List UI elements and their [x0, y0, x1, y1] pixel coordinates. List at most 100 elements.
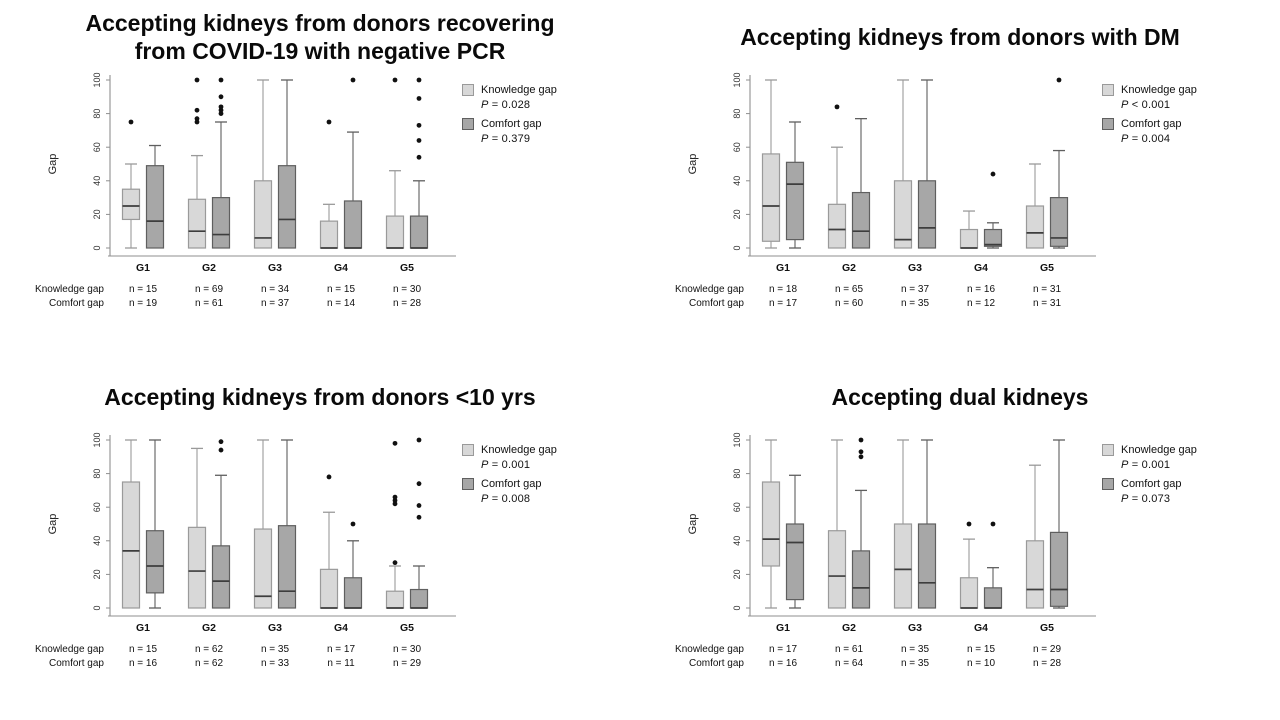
- svg-text:n = 29: n = 29: [393, 658, 422, 669]
- comfort-box-G2: [851, 117, 871, 249]
- svg-text:40: 40: [732, 176, 742, 186]
- svg-text:n = 16: n = 16: [967, 284, 996, 295]
- svg-text:Comfort gap: Comfort gap: [49, 658, 104, 669]
- svg-text:n = 17: n = 17: [327, 644, 356, 655]
- svg-text:G4: G4: [334, 262, 348, 274]
- svg-text:n = 11: n = 11: [327, 658, 355, 669]
- svg-text:n = 14: n = 14: [327, 298, 356, 309]
- knowledge-box-G3: [893, 79, 913, 249]
- svg-text:Gap: Gap: [687, 514, 699, 535]
- comfort-box-G3: [277, 79, 297, 249]
- svg-text:100: 100: [732, 432, 742, 447]
- svg-text:n = 62: n = 62: [195, 658, 224, 669]
- svg-text:n = 10: n = 10: [967, 658, 996, 669]
- svg-text:n = 35: n = 35: [901, 298, 930, 309]
- comfort-gap-swatch: [462, 118, 474, 130]
- svg-text:Comfort gap: Comfort gap: [689, 298, 744, 309]
- legend-item-knowledge: Knowledge gap: [1102, 444, 1252, 456]
- svg-text:n = 34: n = 34: [261, 284, 290, 295]
- svg-text:20: 20: [92, 209, 102, 219]
- chart-legend: Knowledge gap P = 0.001 Comfort gap P = …: [462, 444, 612, 512]
- svg-text:n = 15: n = 15: [327, 284, 356, 295]
- svg-text:100: 100: [732, 72, 742, 87]
- knowledge-box-G2: [187, 447, 207, 609]
- knowledge-box-G3: [253, 439, 273, 609]
- svg-text:n = 16: n = 16: [769, 658, 798, 669]
- svg-text:G3: G3: [268, 622, 282, 634]
- legend-item-comfort: Comfort gap: [1102, 118, 1252, 130]
- svg-text:80: 80: [92, 109, 102, 119]
- svg-text:G2: G2: [842, 262, 856, 274]
- svg-text:n = 28: n = 28: [393, 298, 422, 309]
- panel-dm-title-text: Accepting kidneys from donors with DM: [740, 23, 1180, 50]
- boxplot-chart-covid-pcr: 0 20 40 60 80 100 Gap G1 G2 G3 G4 G5 Knowledge gap n …: [35, 72, 456, 309]
- panel-dm: Accepting kidneys from donors with DM 0 2…: [640, 0, 1280, 360]
- svg-text:0: 0: [732, 245, 742, 250]
- svg-text:G4: G4: [974, 262, 988, 274]
- svg-text:G2: G2: [842, 622, 856, 634]
- comfort-box-G1: [785, 121, 805, 249]
- svg-text:n = 12: n = 12: [967, 298, 996, 309]
- svg-text:n = 65: n = 65: [835, 284, 864, 295]
- svg-text:G3: G3: [908, 622, 922, 634]
- svg-text:20: 20: [92, 569, 102, 579]
- knowledge-box-G1: [761, 439, 781, 609]
- svg-text:0: 0: [732, 605, 742, 610]
- svg-text:Comfort gap: Comfort gap: [689, 658, 744, 669]
- panel-covid-pcr-title: Accepting kidneys from donors recovering…: [0, 6, 640, 68]
- svg-text:60: 60: [732, 502, 742, 512]
- comfort-gap-swatch: [1102, 118, 1114, 130]
- knowledge-box-G1: [121, 119, 141, 249]
- svg-text:n = 30: n = 30: [393, 284, 422, 295]
- svg-text:n = 35: n = 35: [901, 644, 930, 655]
- comfort-box-G2: [211, 77, 231, 249]
- svg-text:n = 15: n = 15: [967, 644, 996, 655]
- chart-legend: Knowledge gap P = 0.001 Comfort gap P = …: [1102, 444, 1252, 512]
- knowledge-box-G4: [959, 210, 979, 249]
- comfort-box-G2: [211, 439, 231, 609]
- panel-dual-body: 0 20 40 60 80 100 Gap G1 G2 G3 G4 G5 Knowledge gap n …: [640, 428, 1280, 680]
- svg-text:n = 61: n = 61: [195, 298, 224, 309]
- svg-text:n = 33: n = 33: [261, 658, 290, 669]
- knowledge-gap-label: Knowledge gap: [481, 84, 557, 96]
- panel-covid-pcr: Accepting kidneys from donors recovering…: [0, 0, 640, 360]
- svg-text:n = 15: n = 15: [129, 284, 158, 295]
- knowledge-box-G2: [827, 104, 847, 249]
- svg-text:G5: G5: [400, 622, 414, 634]
- knowledge-gap-label: Knowledge gap: [1121, 444, 1197, 456]
- svg-text:G2: G2: [202, 622, 216, 634]
- panel-dm-body: 0 20 40 60 80 100 Gap G1 G2 G3 G4 G5 Knowledge gap n …: [640, 68, 1280, 320]
- svg-text:Gap: Gap: [687, 154, 699, 175]
- svg-text:G5: G5: [1040, 622, 1054, 634]
- knowledge-box-G3: [893, 439, 913, 609]
- comfort-gap-pvalue: P = 0.004: [1121, 133, 1171, 145]
- legend-item-knowledge: Knowledge gap: [462, 444, 612, 456]
- knowledge-box-G5: [1025, 163, 1045, 249]
- svg-text:Gap: Gap: [47, 514, 59, 535]
- svg-text:20: 20: [732, 569, 742, 579]
- legend-item-knowledge: Knowledge gap: [1102, 84, 1252, 96]
- panel-under10-title: Accepting kidneys from donors <10 yrs: [0, 366, 640, 428]
- knowledge-box-G2: [187, 77, 207, 249]
- comfort-box-G5: [409, 77, 429, 249]
- comfort-box-G2: [851, 437, 871, 609]
- comfort-gap-pvalue: P = 0.379: [481, 133, 531, 145]
- panel-dm-title: Accepting kidneys from donors with DM: [640, 6, 1280, 68]
- svg-text:G2: G2: [202, 262, 216, 274]
- svg-text:40: 40: [92, 536, 102, 546]
- svg-text:n = 31: n = 31: [1033, 284, 1062, 295]
- panel-dual-title-text: Accepting dual kidneys: [831, 383, 1089, 410]
- svg-text:n = 19: n = 19: [129, 298, 158, 309]
- svg-text:100: 100: [92, 432, 102, 447]
- knowledge-gap-pvalue: P = 0.028: [481, 99, 531, 111]
- knowledge-box-G2: [827, 439, 847, 609]
- chart-legend: Knowledge gap P < 0.001 Comfort gap P = …: [1102, 84, 1252, 152]
- panel-under10-body: 0 20 40 60 80 100 Gap G1 G2 G3 G4 G5 Knowledge gap n …: [0, 428, 640, 680]
- svg-text:Gap: Gap: [47, 154, 59, 175]
- svg-text:n = 18: n = 18: [769, 284, 798, 295]
- svg-text:G1: G1: [136, 622, 150, 634]
- svg-text:G4: G4: [974, 622, 988, 634]
- svg-text:80: 80: [732, 109, 742, 119]
- legend-item-knowledge: Knowledge gap: [462, 84, 612, 96]
